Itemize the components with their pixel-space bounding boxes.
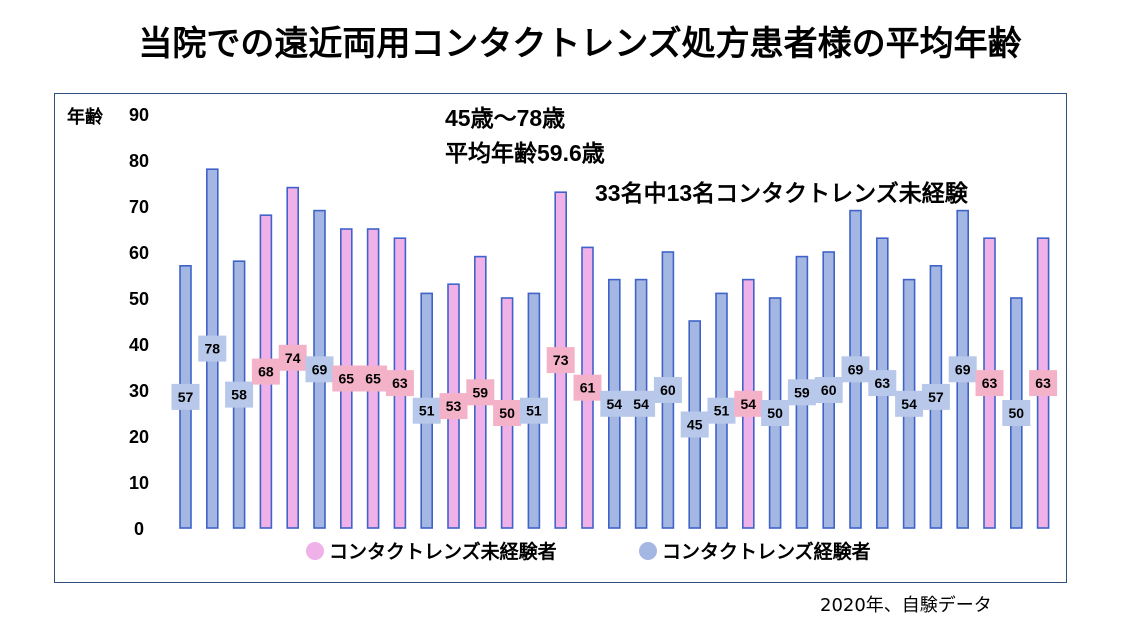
data-label: 63 bbox=[875, 375, 891, 391]
data-label-bg bbox=[198, 335, 227, 362]
data-label: 54 bbox=[607, 396, 623, 412]
data-label: 74 bbox=[285, 350, 301, 366]
data-label-bg bbox=[921, 383, 950, 410]
annotation-average-age: 平均年齢59.6歳 bbox=[445, 140, 605, 166]
data-label-bg bbox=[895, 390, 924, 417]
data-label: 54 bbox=[741, 396, 757, 412]
y-tick-label: 50 bbox=[129, 289, 149, 309]
data-label: 59 bbox=[794, 384, 810, 400]
data-label: 61 bbox=[580, 380, 596, 396]
data-label: 63 bbox=[982, 375, 998, 391]
y-tick-label: 30 bbox=[129, 381, 149, 401]
y-tick-label: 70 bbox=[129, 197, 149, 217]
y-tick-label: 60 bbox=[129, 243, 149, 263]
data-label-bg bbox=[975, 370, 1004, 397]
data-label: 57 bbox=[928, 389, 944, 405]
data-label: 65 bbox=[365, 371, 381, 387]
data-label: 50 bbox=[1009, 405, 1025, 421]
data-label: 63 bbox=[392, 375, 408, 391]
data-label-bg bbox=[1002, 400, 1031, 426]
data-label-bg bbox=[787, 379, 816, 406]
data-label-bg bbox=[466, 379, 495, 406]
data-label-bg bbox=[814, 377, 843, 403]
data-label: 65 bbox=[339, 371, 355, 387]
legend-label-non-user: コンタクトレンズ未経験者 bbox=[329, 540, 557, 563]
data-label-bg bbox=[412, 397, 441, 424]
y-tick-label: 40 bbox=[129, 335, 149, 355]
data-label-bg bbox=[251, 358, 280, 385]
data-label-bg bbox=[600, 390, 629, 417]
chart-frame: 年齢 0 10 20 30 40 50 60 70 80 90 57 78 58 68 74 69 65 65 6… bbox=[54, 93, 1067, 583]
data-label: 73 bbox=[553, 352, 569, 368]
chart-title: 当院での遠近両用コンタクトレンズ処方患者様の平均年齢 bbox=[138, 24, 1022, 64]
data-label: 51 bbox=[419, 403, 435, 419]
legend-marker-user bbox=[639, 542, 657, 560]
data-label: 50 bbox=[499, 405, 515, 421]
data-label-bg bbox=[546, 347, 575, 374]
data-label: 69 bbox=[848, 361, 864, 377]
data-label-bg bbox=[493, 400, 522, 426]
data-label-bg bbox=[653, 377, 682, 403]
data-label-bg bbox=[332, 365, 361, 392]
bar-chart: 年齢 0 10 20 30 40 50 60 70 80 90 57 78 58 68 74 69 65 65 6… bbox=[67, 105, 1058, 563]
data-label: 60 bbox=[821, 382, 837, 398]
data-label-bg bbox=[1029, 370, 1058, 397]
data-label-bg bbox=[680, 411, 709, 438]
y-tick-label: 20 bbox=[129, 427, 149, 447]
data-label-bg bbox=[841, 356, 870, 383]
data-label: 51 bbox=[714, 403, 730, 419]
data-label-bg bbox=[305, 356, 334, 383]
legend-label-user: コンタクトレンズ経験者 bbox=[662, 540, 871, 563]
bars bbox=[179, 168, 1050, 529]
data-label: 58 bbox=[231, 387, 247, 403]
data-label: 63 bbox=[1035, 375, 1051, 391]
data-label-bg bbox=[359, 365, 388, 392]
data-label: 57 bbox=[178, 389, 194, 405]
annotation-count: 33名中13名コンタクトレンズ未経験 bbox=[595, 180, 969, 206]
y-tick-label: 10 bbox=[129, 473, 149, 493]
data-label: 69 bbox=[312, 361, 328, 377]
data-label-bg bbox=[868, 370, 897, 397]
data-label-bg bbox=[385, 370, 414, 397]
legend-marker-non-user bbox=[306, 542, 324, 560]
data-label-bg bbox=[171, 383, 200, 410]
data-label-bg bbox=[278, 344, 307, 371]
data-label: 78 bbox=[205, 341, 221, 357]
data-label-bg bbox=[573, 374, 602, 401]
data-label-bg bbox=[948, 356, 977, 383]
data-label: 68 bbox=[258, 364, 274, 380]
data-label: 59 bbox=[473, 384, 489, 400]
data-label: 69 bbox=[955, 361, 971, 377]
data-label: 54 bbox=[633, 396, 649, 412]
annotations: 45歳～78歳 平均年齢59.6歳 33名中13名コンタクトレンズ未経験 bbox=[445, 105, 969, 206]
data-label-bg bbox=[761, 400, 790, 426]
y-axis-label: 年齢 bbox=[67, 106, 104, 127]
data-label-bg bbox=[519, 397, 548, 424]
y-tick-label: 80 bbox=[129, 151, 149, 171]
data-label: 53 bbox=[446, 398, 462, 414]
y-tick-label: 0 bbox=[134, 519, 144, 539]
data-labels: 57 78 58 68 74 69 65 65 63 51 53 59 50 51 73 61 54 54 60 45… bbox=[171, 335, 1058, 438]
data-label: 54 bbox=[901, 396, 917, 412]
data-label-bg bbox=[707, 397, 736, 424]
data-label-bg bbox=[627, 390, 656, 417]
legend: コンタクトレンズ未経験者 コンタクトレンズ経験者 bbox=[306, 540, 871, 563]
annotation-age-range: 45歳～78歳 bbox=[445, 105, 565, 131]
data-label: 51 bbox=[526, 403, 542, 419]
data-label-bg bbox=[734, 390, 763, 417]
y-axis: 年齢 0 10 20 30 40 50 60 70 80 90 bbox=[67, 105, 149, 539]
data-source-note: 2020年、自験データ bbox=[820, 595, 992, 616]
data-label: 60 bbox=[660, 382, 676, 398]
data-label: 50 bbox=[767, 405, 783, 421]
data-label: 45 bbox=[687, 417, 703, 433]
y-tick-label: 90 bbox=[129, 105, 149, 125]
data-label-bg bbox=[225, 381, 254, 408]
data-label-bg bbox=[439, 393, 468, 420]
